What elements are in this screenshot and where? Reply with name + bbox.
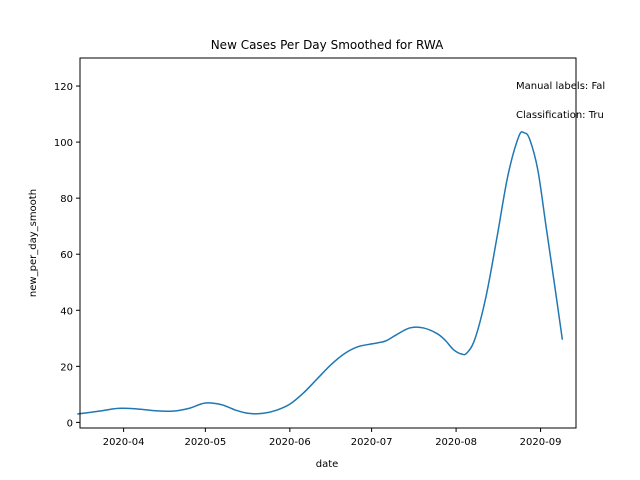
annotation-text: Manual labels: Fal xyxy=(516,81,605,92)
plot-frame xyxy=(79,57,577,429)
y-tick-label: 120 xyxy=(54,82,73,93)
x-tick-label: 2020-07 xyxy=(351,437,393,448)
annotation-text: Classification: Tru xyxy=(516,110,604,121)
series-line xyxy=(77,131,564,415)
y-tick-label: 80 xyxy=(60,194,73,205)
chart-title: New Cases Per Day Smoothed for RWA xyxy=(211,38,444,52)
y-tick-label: 20 xyxy=(60,362,73,373)
x-tick-label: 2020-05 xyxy=(184,437,226,448)
y-tick-label: 60 xyxy=(60,250,73,261)
x-tick-label: 2020-04 xyxy=(103,437,145,448)
x-tick-label: 2020-06 xyxy=(269,437,311,448)
y-tick-label: 40 xyxy=(60,306,73,317)
y-tick-label: 0 xyxy=(67,418,73,429)
y-tick-label: 100 xyxy=(54,138,73,149)
x-axis-label: date xyxy=(316,459,339,470)
x-tick-label: 2020-08 xyxy=(435,437,477,448)
x-tick-label: 2020-09 xyxy=(520,437,562,448)
y-axis-label: new_per_day_smooth xyxy=(28,189,39,297)
